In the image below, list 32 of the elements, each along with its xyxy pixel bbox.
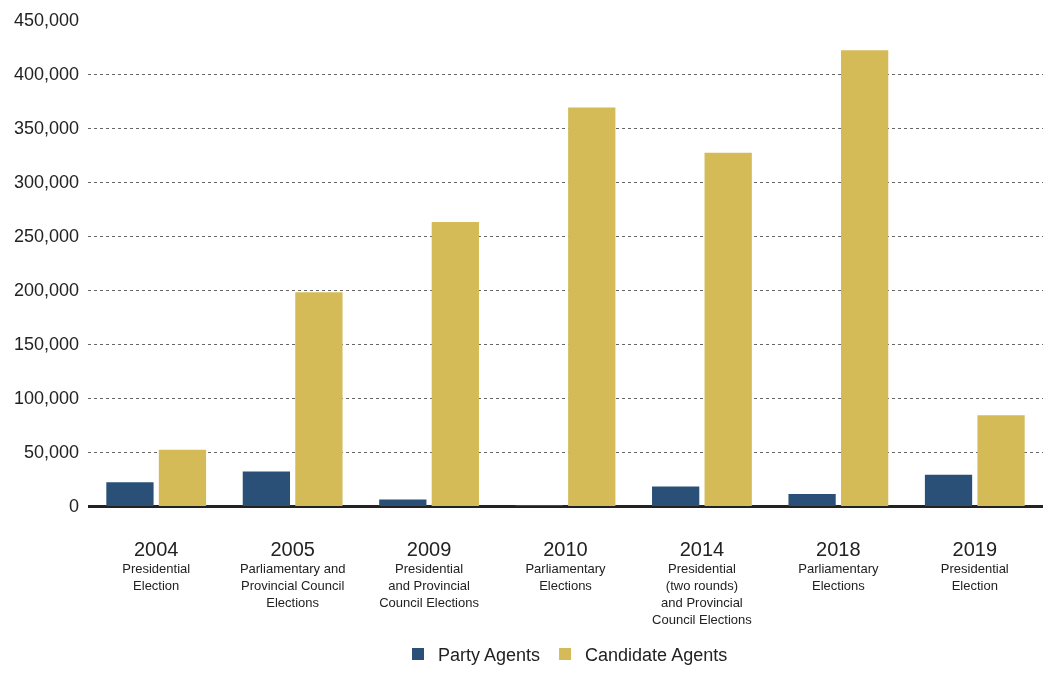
y-tick-label: 450,000 <box>13 10 79 31</box>
x-tick-label: 2009 Presidential and Provincial Council Elections <box>379 538 480 610</box>
y-tick-label: 0 <box>68 496 79 517</box>
x-tick-label: 2005 Parliamentary and Provincial Council Elections <box>239 538 346 610</box>
legend-label: Candidate Agents <box>585 644 728 665</box>
x-tick-label: 2014 Presidential (two rounds) and Provincial Council Elections <box>652 538 753 627</box>
bar <box>924 474 973 506</box>
bar <box>242 471 291 506</box>
y-tick-label: 400,000 <box>13 64 79 85</box>
bar <box>840 50 889 506</box>
bar <box>379 499 427 506</box>
bar <box>158 449 207 506</box>
x-tick-label: 2004 Presidential Election <box>122 538 191 593</box>
y-tick-label: 50,000 <box>23 442 79 463</box>
bar <box>788 494 836 506</box>
x-tick-label: 2010 Parliamentary Elections <box>525 538 607 593</box>
bar <box>652 486 700 506</box>
y-tick-label: 150,000 <box>13 334 79 355</box>
bar <box>106 482 154 506</box>
bar <box>704 152 752 506</box>
y-tick-label: 250,000 <box>13 226 79 247</box>
y-tick-label: 350,000 <box>13 118 79 139</box>
bar <box>431 221 479 506</box>
bar <box>295 292 343 506</box>
y-tick-label: 100,000 <box>13 388 79 409</box>
legend-label: Party Agents <box>438 644 541 665</box>
bar <box>977 415 1025 506</box>
y-tick-label: 300,000 <box>13 172 79 193</box>
y-tick-label: 200,000 <box>13 280 79 301</box>
x-tick-label: 2018 Parliamentary Elections <box>798 538 879 593</box>
x-tick-label: 2019 Presidential Election <box>940 538 1009 593</box>
bar <box>568 107 616 506</box>
